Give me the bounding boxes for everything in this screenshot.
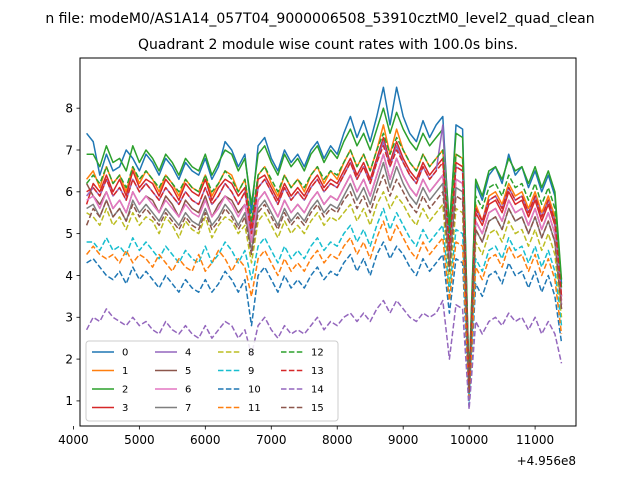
axes-frame [79, 57, 577, 427]
legend-label-9: 9 [248, 366, 254, 377]
y-tick-label: 8 [65, 101, 73, 115]
legend-label-5: 5 [185, 366, 191, 377]
plot-area [85, 86, 563, 411]
x-tick-label: 9000 [388, 433, 419, 447]
series-line-8 [86, 191, 563, 398]
legend-label-11: 11 [248, 403, 261, 414]
series-line-3 [85, 136, 563, 390]
series-line-10 [86, 241, 563, 406]
legend-label-7: 7 [185, 403, 191, 414]
chart-title: Quadrant 2 module wise count rates with … [138, 37, 518, 53]
y-tick-label: 4 [65, 269, 73, 283]
legend-box [85, 340, 339, 422]
legend-label-0: 0 [122, 348, 128, 359]
x-tick-label: 6000 [190, 433, 221, 447]
legend-label-13: 13 [311, 366, 324, 377]
legend-label-4: 4 [185, 348, 191, 359]
x-tick-label: 11000 [516, 433, 554, 447]
legend-label-14: 14 [311, 385, 324, 396]
legend-label-10: 10 [248, 385, 261, 396]
y-tick-label: 7 [65, 143, 73, 157]
series-line-15 [85, 174, 563, 394]
x-tick-label: 7000 [256, 433, 287, 447]
y-axis: 1 2 3 4 5 6 7 8 [65, 101, 80, 408]
x-tick-label: 10000 [450, 433, 488, 447]
x-offset-label: +4.956e8 [517, 454, 576, 468]
legend-label-2: 2 [122, 385, 128, 396]
series-line-12 [86, 132, 563, 385]
x-tick-label: 4000 [58, 433, 89, 447]
y-tick-label: 1 [65, 394, 73, 408]
legend-label-8: 8 [248, 348, 254, 359]
legend-label-15: 15 [311, 403, 324, 414]
figure-title: n file: modeM0/AS1A14_057T04_9000006508_… [45, 11, 594, 27]
series-line-13 [86, 145, 563, 390]
series-line-14 [85, 299, 563, 411]
y-tick-label: 5 [65, 227, 73, 241]
series-line-2 [86, 107, 563, 381]
y-tick-label: 2 [65, 352, 73, 366]
y-tick-label: 6 [65, 185, 73, 199]
series-line-6 [86, 153, 563, 394]
x-axis: 4000 5000 6000 7000 8000 9000 10000 11000 [58, 426, 554, 447]
legend-label-3: 3 [122, 403, 128, 414]
legend-label-1: 1 [122, 366, 128, 377]
x-tick-label: 8000 [322, 433, 353, 447]
series-line-9 [86, 207, 563, 402]
legend-label-6: 6 [185, 385, 191, 396]
series-line-0 [86, 86, 563, 385]
y-tick-label: 3 [65, 311, 73, 325]
x-tick-label: 5000 [124, 433, 155, 447]
legend-label-12: 12 [311, 348, 324, 359]
series-line-11 [86, 220, 563, 402]
